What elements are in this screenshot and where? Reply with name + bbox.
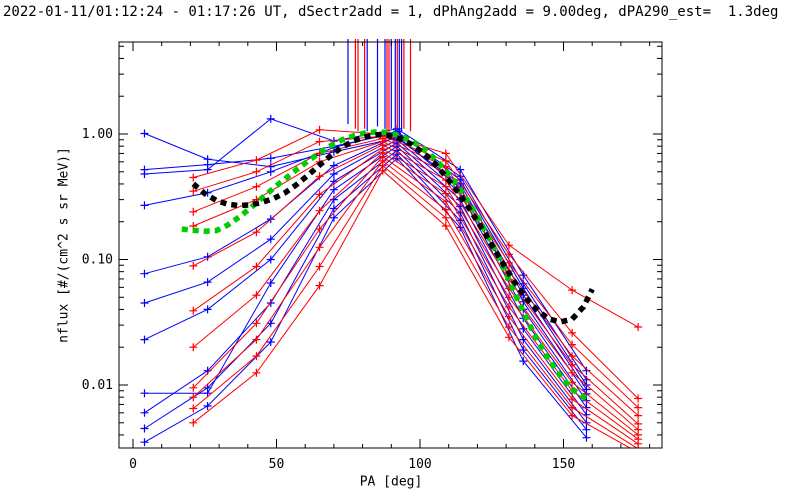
y-tick-label: 0.01 — [82, 378, 113, 393]
y-tick-label: 1.00 — [82, 127, 113, 142]
trace-red — [193, 144, 639, 425]
trace-red — [192, 152, 639, 436]
y-tick-label: 0.10 — [82, 253, 113, 268]
x-tick-label: 50 — [269, 457, 285, 472]
trace-blue — [144, 149, 587, 424]
trace-blue — [144, 142, 587, 408]
y-axis-label: nflux [#/(cm^2 s sr MeV)] — [56, 147, 72, 343]
trace-red-markers — [189, 156, 643, 448]
trace-blue — [144, 157, 587, 443]
trace-red — [192, 169, 632, 448]
plot-title: 2022-01-11/01:12:24 - 01:17:26 UT, dSect… — [3, 4, 779, 20]
trace-red-markers — [189, 140, 643, 428]
green-fit-curve — [181, 129, 591, 403]
trace-red — [193, 137, 639, 408]
trace-red — [192, 164, 638, 448]
x-tick-label: 150 — [552, 457, 575, 472]
x-tick-label: 0 — [129, 457, 137, 472]
x-tick-label: 100 — [408, 457, 431, 472]
trace-red-markers — [189, 125, 643, 331]
axes-box — [118, 41, 663, 449]
trace-blue-markers — [140, 154, 591, 447]
trace-red — [192, 160, 639, 445]
black-model-curve — [191, 132, 595, 325]
trace-red-markers — [189, 161, 639, 448]
trace-blue-markers — [140, 142, 591, 419]
trace-blue-markers — [140, 150, 591, 434]
trace-red — [193, 148, 639, 431]
trace-red-markers — [189, 166, 577, 427]
plot-data-layer — [140, 39, 643, 448]
trace-red — [192, 155, 639, 440]
axis-ticks — [119, 42, 662, 448]
trace-red — [193, 141, 639, 416]
trace-blue — [144, 153, 587, 431]
x-axis-label: PA [deg] — [359, 474, 423, 490]
